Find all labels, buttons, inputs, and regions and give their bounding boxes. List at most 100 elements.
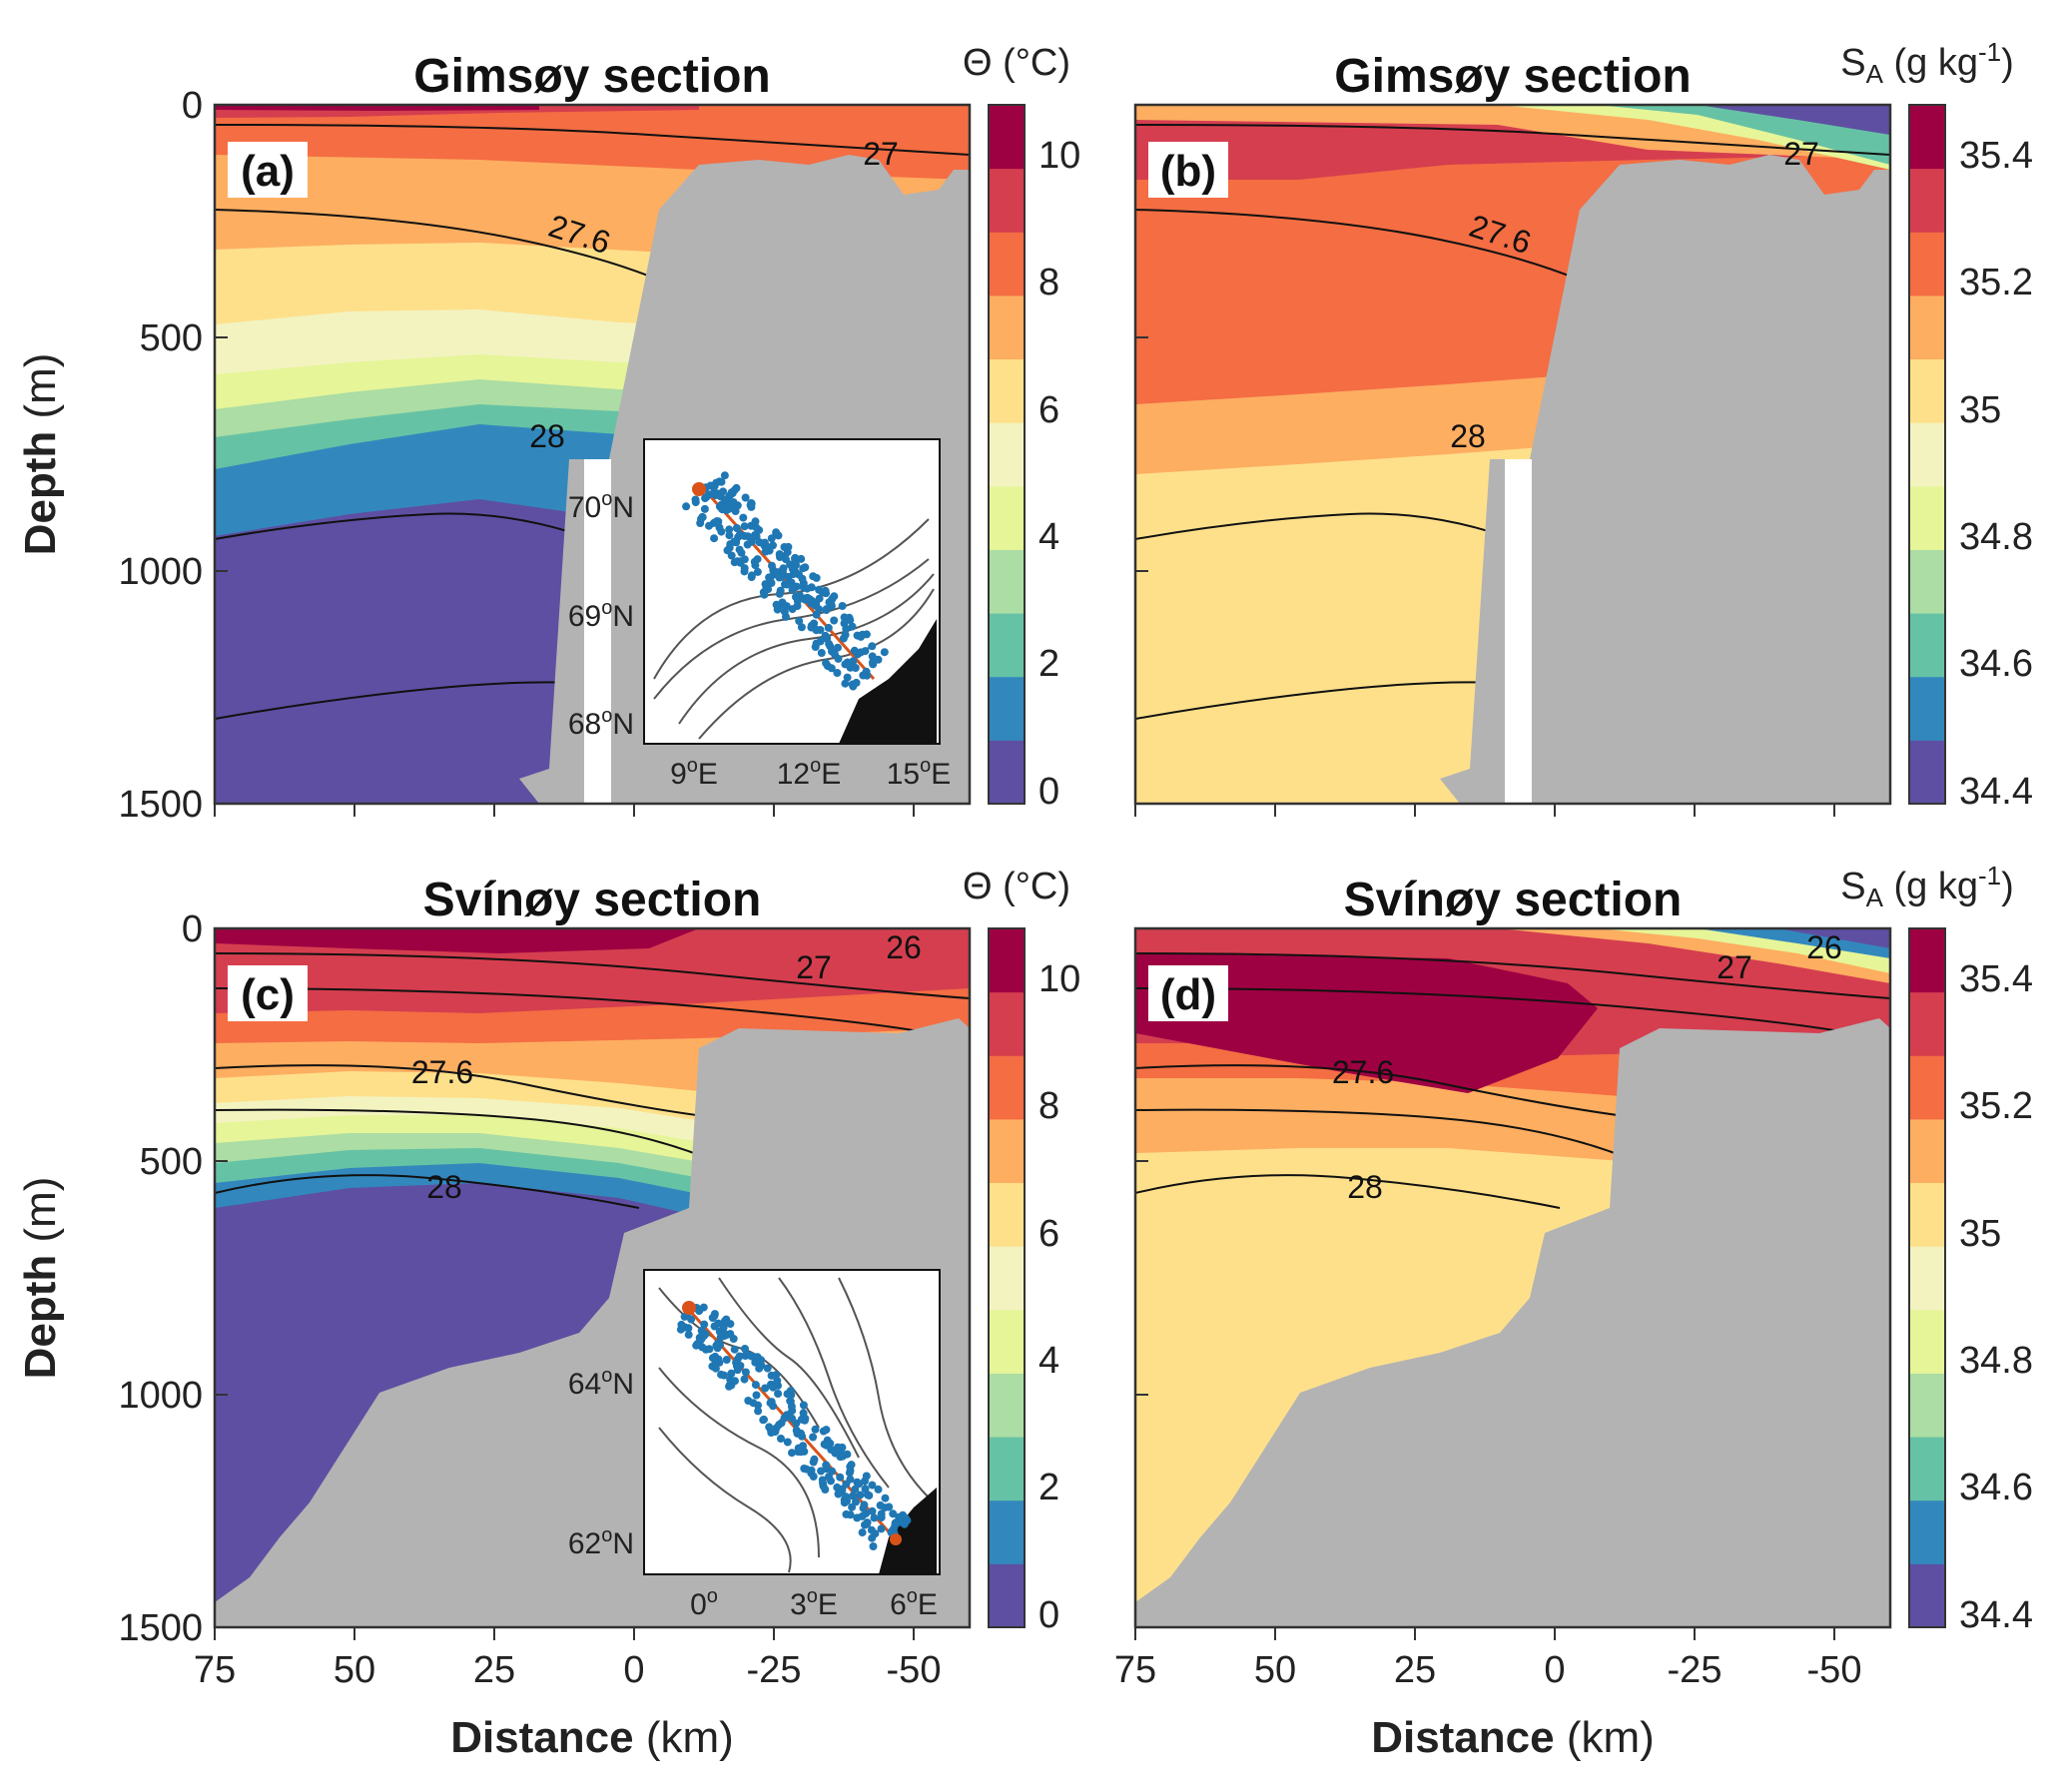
cb-tick: 0 [1038, 1594, 1059, 1636]
station-dot [740, 567, 749, 576]
station-dot [791, 554, 799, 563]
colorbar-cell [989, 422, 1025, 487]
y-tick-label: 1500 [118, 784, 203, 826]
station-dot [775, 589, 784, 598]
cb-tick: 10 [1038, 135, 1080, 177]
station-dot [740, 522, 749, 531]
panel-a-y-ticks: 0 500 1000 1500 [118, 85, 228, 826]
panel-c-y-ticks: 0 500 1000 1500 [118, 908, 228, 1649]
station-dot [692, 1341, 701, 1350]
panel-a: 0 500 1000 1500 Gimsøy section (a) 27 27… [16, 50, 972, 826]
station-dot [877, 1509, 886, 1518]
station-dot [788, 1414, 797, 1423]
station-dot [751, 1358, 760, 1367]
colorbar-cell [1909, 740, 1945, 805]
station-dot [752, 1391, 761, 1400]
station-dot [782, 555, 790, 564]
colorbar-cell [1909, 485, 1945, 550]
station-dot [725, 531, 734, 540]
panel-label: (c) [241, 970, 295, 1019]
station-dot [774, 1390, 783, 1398]
station-dot [788, 564, 797, 573]
colorbar-cell [989, 613, 1025, 678]
station-dot [889, 1509, 898, 1518]
station-dot [868, 1533, 877, 1542]
station-dot [752, 532, 761, 541]
colorbar-cell [1909, 1182, 1945, 1247]
station-dot [773, 570, 782, 579]
contour-label: 27 [1717, 949, 1752, 985]
station-dot [723, 546, 732, 555]
station-dot [783, 580, 792, 589]
station-dot [751, 1381, 760, 1390]
station-dot [731, 1377, 739, 1386]
station-dot [727, 488, 736, 497]
station-dot [740, 1375, 749, 1384]
cb-tick: 34.6 [1959, 1467, 2033, 1508]
station-dot [787, 1402, 796, 1411]
colorbar-cell [989, 991, 1025, 1056]
station-dot [788, 586, 797, 595]
station-dot [867, 1525, 876, 1534]
x-tick-labels-a: 75 [194, 826, 236, 868]
station-dot [819, 1482, 828, 1491]
station-dot [711, 1364, 720, 1373]
station-dot [741, 1345, 749, 1353]
station-dot [850, 646, 859, 655]
colorbar-cell [989, 928, 1025, 993]
station-dot [782, 602, 791, 611]
station-dot [730, 558, 739, 567]
theta-band-gt9 [215, 928, 699, 953]
station-dot [874, 1485, 883, 1493]
station-dot [846, 1467, 855, 1476]
inset-lon-label: 3oE [790, 1585, 838, 1621]
x-axis-label: Distance (km) [1371, 1713, 1655, 1762]
station-dot [761, 1384, 770, 1393]
colorbar-cell [989, 1055, 1025, 1120]
y-axis-label: Depth (m) [16, 353, 65, 556]
x-tick-label: 75 [1114, 1649, 1156, 1691]
panel-c: 0 500 1000 1500 75 50 25 0 -25 -50 Svínø… [16, 874, 972, 1762]
station-dot [700, 504, 709, 513]
station-dot [876, 1500, 885, 1509]
contour-label: 26 [886, 929, 922, 965]
station-dot [764, 585, 773, 594]
station-dot [803, 584, 812, 593]
colorbar-cell [989, 1246, 1025, 1311]
colorbar-cell [1909, 549, 1945, 614]
station-dot [817, 1467, 826, 1476]
inset-lat-label: 62oN [568, 1524, 634, 1560]
inset-map-c: 64oN 62oN 0o 3oE 6oE [568, 1269, 941, 1621]
station-dot [719, 1323, 728, 1332]
inset-lat-label: 70oN [568, 488, 634, 524]
station-dot [843, 1496, 851, 1505]
station-dot [788, 1449, 796, 1458]
panel-label: (d) [1160, 970, 1216, 1019]
station-dot [765, 573, 774, 582]
y-tick-label: 500 [140, 1141, 203, 1183]
station-dot [817, 649, 826, 657]
contour-label: 27.6 [411, 1054, 473, 1090]
station-dot [695, 1333, 704, 1342]
x-tick-label: 25 [473, 1649, 515, 1691]
station-dot [843, 1450, 852, 1459]
station-dot [741, 493, 750, 502]
station-dot [730, 1345, 739, 1354]
colorbar-cell [989, 358, 1025, 423]
colorbar-d: 34.4 34.6 34.8 35 35.2 35.4 SA (g kg-1) [1840, 861, 2033, 1636]
station-dot [687, 1315, 696, 1324]
station-dot [708, 1314, 717, 1322]
station-dot [728, 503, 737, 512]
cb-tick: 2 [1038, 1467, 1059, 1508]
station-dot [713, 1339, 722, 1348]
station-dot [786, 1387, 795, 1396]
station-dot [825, 639, 834, 648]
colorbar-cell [989, 1499, 1025, 1564]
colorbar-cell [989, 1182, 1025, 1247]
panel-c-x-ticks: 75 50 25 0 -25 -50 [194, 1627, 941, 1691]
station-dot [719, 1371, 728, 1380]
cb-tick: 2 [1038, 643, 1059, 685]
panel-title: Gimsøy section [1334, 50, 1691, 103]
station-dot [705, 1345, 714, 1354]
section-end-marker [890, 1533, 902, 1545]
